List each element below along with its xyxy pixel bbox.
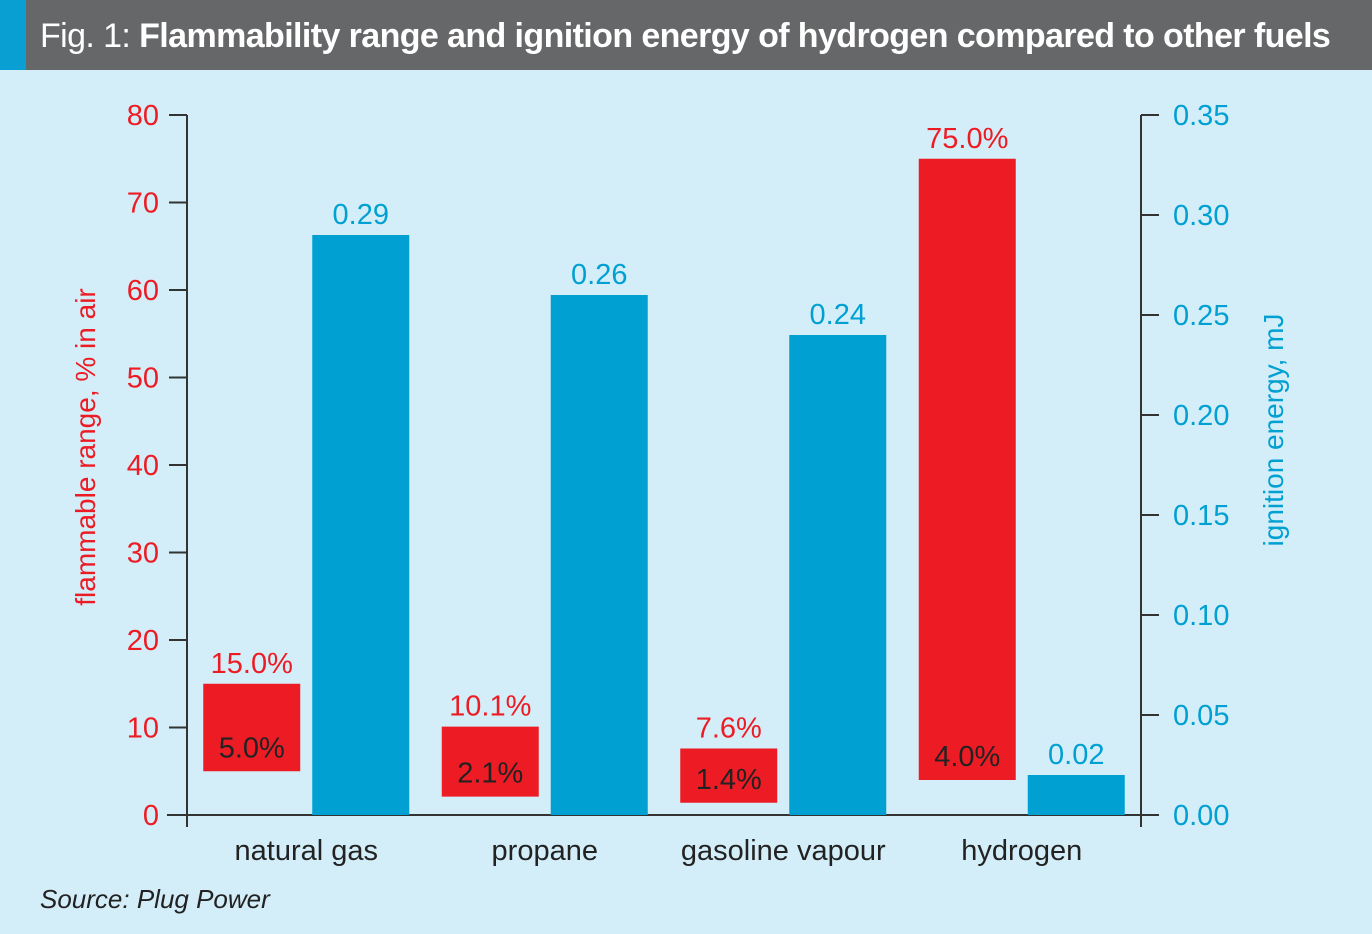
left-axis-tick-label: 30 <box>127 538 159 570</box>
left-axis-tick-label: 20 <box>127 625 159 657</box>
dual-axis-bar-chart: 0 10 20 30 40 50 60 70 80 0.00 0.05 0.10 0.15 0.20 0.2… <box>70 100 1289 867</box>
right-axis-tick-label: 0.05 <box>1173 700 1229 732</box>
category-label: natural gas <box>235 835 379 867</box>
ignition-energy-bar <box>550 295 648 815</box>
header-accent-bar <box>0 0 26 70</box>
left-axis-tick-label: 10 <box>127 713 159 745</box>
ignition-value-label: 0.02 <box>1048 739 1104 771</box>
left-axis-tick-label: 80 <box>127 100 159 132</box>
flammable-low-label: 5.0% <box>219 732 285 764</box>
ignition-value-label: 0.24 <box>810 299 866 331</box>
left-axis-tick-label: 60 <box>127 275 159 307</box>
right-axis-tick-label: 0.35 <box>1173 100 1229 132</box>
ignition-energy-bar <box>789 335 887 815</box>
right-axis-tick-label: 0.15 <box>1173 500 1229 532</box>
figure-title-text: Flammability range and ignition energy o… <box>139 17 1331 55</box>
ignition-energy-bar <box>312 235 410 815</box>
source-note: Source: Plug Power <box>40 884 270 914</box>
category-label: hydrogen <box>961 835 1082 867</box>
flammable-range-bar <box>203 683 301 772</box>
right-axis-tick-label: 0.25 <box>1173 300 1229 332</box>
right-axis-tick-label: 0.10 <box>1173 600 1229 632</box>
ignition-value-label: 0.26 <box>571 259 627 291</box>
left-axis-title: flammable range, % in air <box>70 288 101 605</box>
flammable-high-label: 7.6% <box>696 713 762 745</box>
flammable-high-label: 75.0% <box>926 123 1008 155</box>
right-axis-title: ignition energy, mJ <box>1258 314 1289 547</box>
figure-label: Fig. 1: <box>40 17 131 55</box>
flammable-high-label: 15.0% <box>211 648 293 680</box>
flammable-range-bar <box>441 726 539 797</box>
figure-header: Fig. 1: Flammability range and ignition … <box>0 0 1372 70</box>
category-label: propane <box>492 835 598 867</box>
category-label: gasoline vapour <box>681 835 886 867</box>
right-axis-tick-label: 0.00 <box>1173 800 1229 832</box>
ignition-value-label: 0.29 <box>333 199 389 231</box>
left-axis-tick-label: 40 <box>127 450 159 482</box>
figure-title: Fig. 1: Flammability range and ignition … <box>40 0 1331 70</box>
left-axis-tick-label: 0 <box>143 800 159 832</box>
flammable-low-label: 2.1% <box>457 758 523 790</box>
left-axis-tick-label: 50 <box>127 363 159 395</box>
right-axis-tick-label: 0.30 <box>1173 200 1229 232</box>
flammable-low-label: 4.0% <box>934 741 1000 773</box>
flammable-high-label: 10.1% <box>449 691 531 723</box>
left-axis-tick-label: 70 <box>127 188 159 220</box>
flammable-range-bar <box>918 158 1016 780</box>
right-axis-tick-label: 0.20 <box>1173 400 1229 432</box>
flammable-range-bar <box>680 748 778 803</box>
ignition-energy-bar <box>1027 775 1125 815</box>
flammable-low-label: 1.4% <box>696 764 762 796</box>
